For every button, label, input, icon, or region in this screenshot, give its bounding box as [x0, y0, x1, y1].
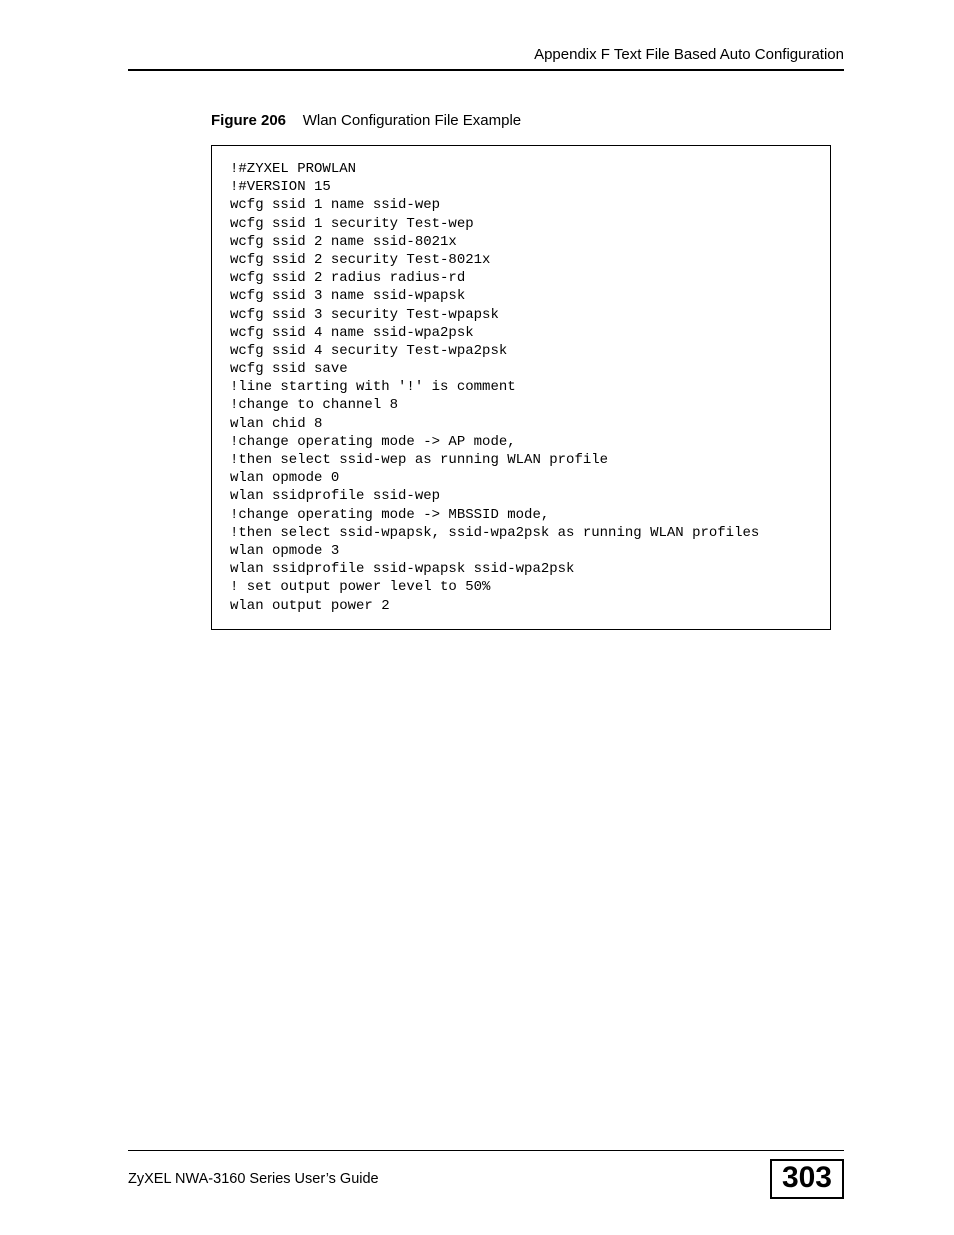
figure-title: Wlan Configuration File Example: [303, 112, 521, 129]
figure-caption: Figure 206 Wlan Configuration File Examp…: [211, 112, 521, 129]
page: Appendix F Text File Based Auto Configur…: [0, 0, 954, 1235]
header-rule: [128, 69, 844, 71]
page-footer: ZyXEL NWA-3160 Series User’s Guide 303: [128, 1150, 844, 1199]
page-number: 303: [770, 1159, 844, 1199]
footer-rule: [128, 1150, 844, 1151]
code-content: !#ZYXEL PROWLAN !#VERSION 15 wcfg ssid 1…: [230, 160, 812, 615]
footer-guide: ZyXEL NWA-3160 Series User’s Guide: [128, 1171, 379, 1187]
header-text: Appendix F Text File Based Auto Configur…: [128, 46, 844, 63]
footer-row: ZyXEL NWA-3160 Series User’s Guide 303: [128, 1159, 844, 1199]
figure-title-sep: [290, 112, 303, 129]
page-header: Appendix F Text File Based Auto Configur…: [128, 46, 844, 79]
figure-label: Figure 206: [211, 112, 286, 129]
code-box: !#ZYXEL PROWLAN !#VERSION 15 wcfg ssid 1…: [211, 145, 831, 630]
